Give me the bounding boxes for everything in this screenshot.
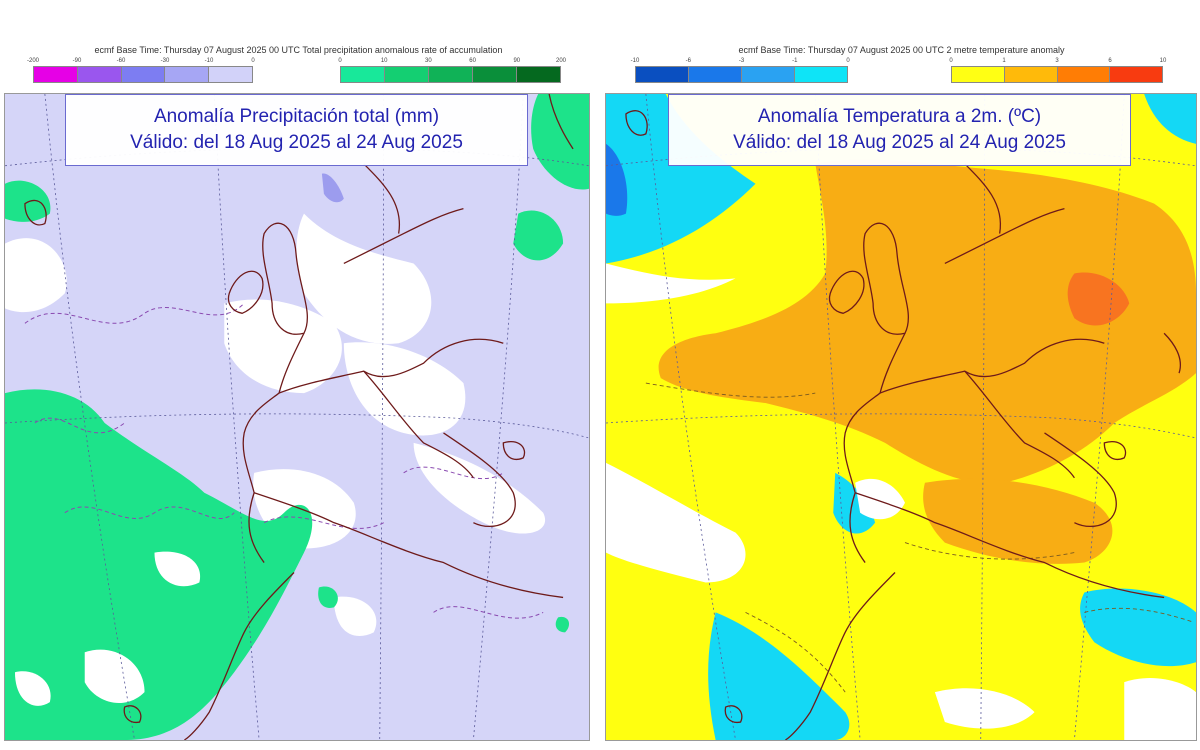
precipitation-map-graphic: [5, 94, 589, 740]
colorbar-swatch: [517, 67, 560, 82]
colorbar-swatch: [795, 67, 847, 82]
precipitation-title-box: Anomalía Precipitación total (mm) Válido…: [65, 94, 528, 166]
colorbar-tick-label: 200: [555, 58, 567, 64]
colorbar-swatch: [952, 67, 1005, 82]
colorbar-swatch: [385, 67, 429, 82]
temperature-map-graphic: [606, 94, 1196, 740]
colorbar-tick-label: 0: [251, 58, 255, 64]
colorbar-swatch: [165, 67, 210, 82]
precipitation-panel: ecmf Base Time: Thursday 07 August 2025 …: [0, 0, 597, 750]
colorbar-tick-label: -6: [685, 58, 691, 64]
colorbar-tick-label: 3: [1055, 58, 1059, 64]
colorbar-swatch: [209, 67, 252, 82]
colorbar-tick-label: 1: [1002, 58, 1006, 64]
temperature-panel: ecmf Base Time: Thursday 07 August 2025 …: [603, 0, 1200, 750]
colorbar-tick-label: -60: [116, 58, 126, 64]
colorbar-tick-label: -10: [204, 58, 214, 64]
temp-warm-colorbar: 0 1 3 6 10: [949, 58, 1166, 84]
temperature-title-box: Anomalía Temperatura a 2m. (ºC) Válido: …: [668, 94, 1131, 166]
colorbar-tick-label: -90: [72, 58, 82, 64]
colorbar-tick-label: 90: [513, 58, 521, 64]
precipitation-map: Anomalía Precipitación total (mm) Válido…: [4, 93, 590, 741]
colorbar-swatch: [121, 67, 166, 82]
colorbar-tick-label: 30: [425, 58, 432, 64]
colorbar-tick-label: 6: [1108, 58, 1112, 64]
colorbar-tick-label: 0: [846, 58, 850, 64]
colorbar-swatch: [77, 67, 122, 82]
colorbar-tick-label: -200: [26, 58, 40, 64]
temp-cold-colorbar: -10 -6 -3 -1 0: [631, 58, 850, 84]
colorbar-swatch: [1004, 67, 1058, 82]
colorbar-swatch: [341, 67, 385, 82]
colorbar-tick-label: -10: [630, 58, 640, 64]
temperature-header: ecmf Base Time: Thursday 07 August 2025 …: [738, 45, 1065, 55]
precip-dry-colorbar: -200 -90 -60 -30 -10 0: [27, 58, 255, 84]
colorbar-tick-label: 0: [338, 58, 342, 64]
colorbar-tick-label: 0: [949, 58, 953, 64]
precipitation-title: Anomalía Precipitación total (mm): [153, 106, 440, 127]
temperature-valid-dates: Válido: del 18 Aug 2025 al 24 Aug 2025: [733, 132, 1066, 153]
temperature-map: Anomalía Temperatura a 2m. (ºC) Válido: …: [605, 93, 1197, 741]
colorbar-swatch: [689, 67, 742, 82]
colorbar-tick-label: -1: [792, 58, 798, 64]
temperature-title: Anomalía Temperatura a 2m. (ºC): [757, 106, 1042, 127]
colorbar-swatch: [34, 67, 78, 82]
colorbar-tick-label: 10: [1159, 58, 1167, 64]
colorbar-tick-label: 10: [380, 58, 388, 64]
colorbar-swatch: [1057, 67, 1111, 82]
colorbar-swatch: [636, 67, 689, 82]
colorbar-swatch: [1110, 67, 1162, 82]
colorbar-tick-label: -3: [738, 58, 745, 64]
precipitation-valid-dates: Válido: del 18 Aug 2025 al 24 Aug 2025: [130, 132, 463, 153]
colorbar-tick-label: -30: [160, 58, 170, 64]
precipitation-header: ecmf Base Time: Thursday 07 August 2025 …: [94, 45, 503, 55]
precip-wet-colorbar: 0 10 30 60 90 200: [338, 58, 566, 84]
colorbar-swatch: [429, 67, 473, 82]
colorbar-swatch: [473, 67, 517, 82]
colorbar-tick-label: 60: [469, 58, 476, 64]
colorbar-swatch: [742, 67, 795, 82]
